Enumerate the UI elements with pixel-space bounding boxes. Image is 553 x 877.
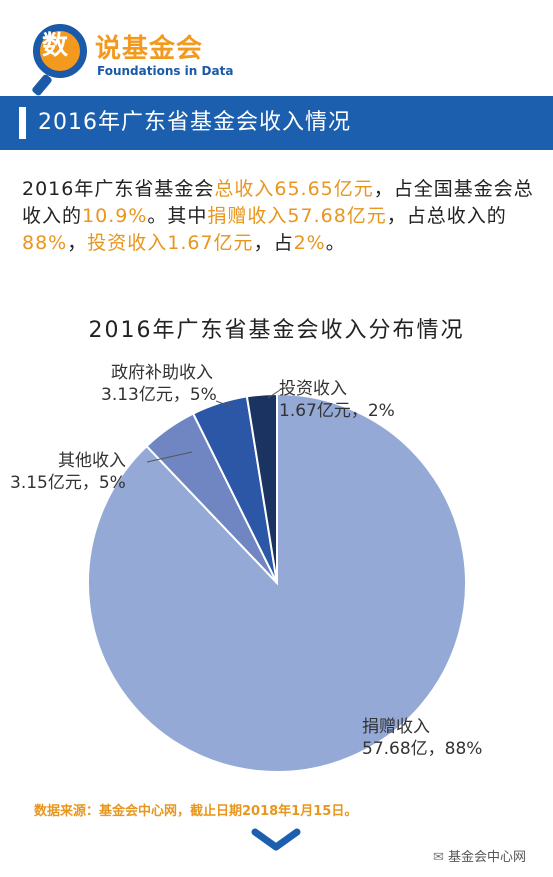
- label-investment: 投资收入 1.67亿元，2%: [279, 378, 395, 422]
- label-donation-name: 捐赠收入: [362, 717, 430, 737]
- summary-text: 2016年广东省基金会: [22, 178, 215, 200]
- summary-text: 。: [325, 232, 346, 254]
- chevron-down-icon[interactable]: [251, 827, 301, 851]
- summary-text: ，占全国基金会总收入的: [22, 178, 534, 227]
- wechat-account-name: 基金会中心网: [448, 850, 527, 865]
- leader-line-investment: [267, 389, 281, 399]
- logo: 数 说基金会 Foundations in Data: [31, 22, 233, 97]
- summary-highlight: 捐赠收入57.68亿元: [207, 205, 387, 227]
- title-banner: 2016年广东省基金会收入情况: [0, 96, 553, 150]
- summary-highlight: 88%: [22, 232, 68, 254]
- logo-glyph: 数: [42, 31, 69, 61]
- leader-line-government: [215, 400, 233, 408]
- magnifier-icon: [33, 24, 87, 78]
- summary-highlight: 投资收入1.67亿元: [87, 232, 254, 254]
- summary-highlight: 2%: [293, 232, 326, 254]
- label-other-value: 3.15亿元，5%: [10, 473, 126, 493]
- data-source-note: 数据来源：基金会中心网，截止日期2018年1月15日。: [34, 804, 358, 819]
- banner-stripe: [19, 107, 26, 139]
- summary-text: ，: [67, 232, 88, 254]
- label-government: 政府补助收入 3.13亿元，5%: [101, 362, 217, 406]
- label-government-value: 3.13亿元，5%: [101, 385, 217, 405]
- wechat-icon: ✉: [433, 850, 449, 865]
- label-donation-value: 57.68亿，88%: [362, 739, 483, 759]
- logo-cn-name: 说基金会: [95, 34, 204, 64]
- summary-text: ，占总收入的: [386, 205, 507, 227]
- label-investment-value: 1.67亿元，2%: [279, 401, 395, 421]
- summary-paragraph: 2016年广东省基金会总收入65.65亿元，占全国基金会总收入的10.9%。其中…: [22, 176, 534, 257]
- label-government-name: 政府补助收入: [111, 363, 213, 383]
- leader-line-other: [146, 451, 193, 463]
- summary-highlight: 10.9%: [82, 205, 148, 227]
- pie-slice-investment: [245, 392, 278, 584]
- label-investment-name: 投资收入: [279, 379, 347, 399]
- label-other-name: 其他收入: [58, 451, 126, 471]
- label-other: 其他收入 3.15亿元，5%: [10, 450, 126, 494]
- summary-highlight: 总收入65.65亿元: [214, 178, 374, 200]
- summary-text: ，占: [253, 232, 294, 254]
- chart-title: 2016年广东省基金会收入分布情况: [88, 318, 465, 343]
- page-title: 2016年广东省基金会收入情况: [38, 110, 351, 135]
- summary-text: 。其中: [147, 205, 208, 227]
- logo-en-name: Foundations in Data: [97, 64, 234, 78]
- label-donation: 捐赠收入 57.68亿，88%: [362, 716, 482, 760]
- wechat-account: ✉ 基金会中心网: [433, 846, 526, 865]
